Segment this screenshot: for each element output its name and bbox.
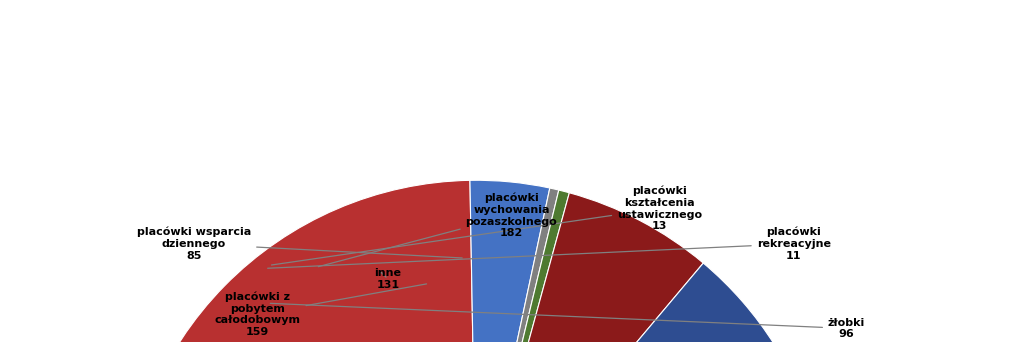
Wedge shape [477,193,703,342]
Text: placówki wsparcia
dziennego
85: placówki wsparcia dziennego 85 [137,227,462,261]
Wedge shape [477,190,570,342]
Text: placówki z
pobytem
całodobowym
159: placówki z pobytem całodobowym 159 [215,284,427,337]
Text: żłobki
96: żłobki 96 [270,303,865,339]
Text: inne
131: inne 131 [374,268,402,290]
Wedge shape [477,263,775,342]
Wedge shape [470,180,549,342]
Text: placówki
kształcenia
ustawicznego
13: placówki kształcenia ustawicznego 13 [271,186,702,265]
Text: placówki
rekreacyjne
11: placówki rekreacyjne 11 [268,227,831,268]
Text: placówki
wychowania
pozaszkolnego
182: placówki wychowania pozaszkolnego 182 [318,193,558,267]
Wedge shape [124,180,477,342]
Wedge shape [477,188,559,342]
